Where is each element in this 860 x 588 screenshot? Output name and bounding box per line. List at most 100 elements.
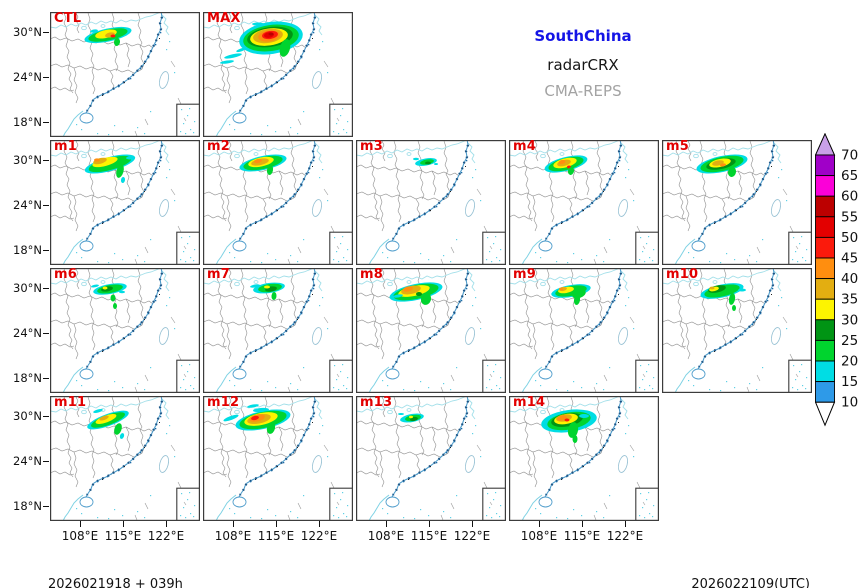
lat-label: 18°N xyxy=(13,243,42,257)
lon-label: 115°E xyxy=(410,529,448,543)
panel-label: m4 xyxy=(513,139,536,154)
colorbar-cell xyxy=(815,154,835,177)
colorbar-cell xyxy=(815,339,835,362)
panel-label: CTL xyxy=(54,11,82,26)
radar-echo xyxy=(271,292,277,300)
lat-tick xyxy=(43,32,49,34)
panel-m9: m9 xyxy=(509,267,659,393)
radar-echo xyxy=(220,60,234,64)
panel-label: m8 xyxy=(360,267,383,282)
lat-tick xyxy=(43,416,49,418)
radar-echo xyxy=(728,293,736,305)
map-canvas xyxy=(50,396,200,521)
lon-tick xyxy=(539,521,541,527)
radar-echo xyxy=(416,292,422,296)
colorbar-tick-label: 40 xyxy=(841,271,858,287)
panel-label: m1 xyxy=(54,139,77,154)
lat-label: 18°N xyxy=(13,499,42,513)
radar-echo xyxy=(116,164,124,178)
colorbar-under-arrow xyxy=(814,401,836,427)
map-canvas xyxy=(50,12,200,137)
radar-echo xyxy=(557,415,567,421)
colorbar-tick-label: 10 xyxy=(841,395,858,411)
colorbar-tick-label: 50 xyxy=(841,230,858,246)
panel-label: MAX xyxy=(207,11,241,26)
map-canvas xyxy=(662,268,812,393)
lat-tick xyxy=(43,77,49,79)
lon-label: 122°E xyxy=(453,529,491,543)
colorbar-tick-label: 15 xyxy=(841,374,858,390)
lat-label: 24°N xyxy=(13,326,42,340)
colorbar-cell xyxy=(815,236,835,259)
radar-echo xyxy=(732,305,736,311)
colorbar-tick-label: 25 xyxy=(841,333,858,349)
lat-label: 30°N xyxy=(13,281,42,295)
lon-label: 108°E xyxy=(520,529,558,543)
radar-echo xyxy=(425,161,431,165)
radar-echo xyxy=(94,158,100,162)
colorbar-cell xyxy=(815,298,835,321)
map-canvas xyxy=(509,268,659,393)
panel-label: m5 xyxy=(666,139,689,154)
lon-tick xyxy=(80,521,82,527)
colorbar-cell xyxy=(815,381,835,403)
map-canvas xyxy=(50,268,200,393)
radar-echo xyxy=(113,38,121,46)
lon-tick xyxy=(233,521,235,527)
lat-tick xyxy=(43,205,49,207)
colorbar-cell xyxy=(815,360,835,383)
panel-m13: m13 xyxy=(356,395,506,521)
lat-tick xyxy=(43,288,49,290)
panel-ctl: CTL xyxy=(50,11,200,137)
lat-label: 18°N xyxy=(13,115,42,129)
panel-m8: m8 xyxy=(356,267,506,393)
radar-echo xyxy=(119,433,125,439)
radar-echo xyxy=(251,415,259,421)
lon-tick xyxy=(319,521,321,527)
lon-tick xyxy=(166,521,168,527)
panel-m7: m7 xyxy=(203,267,353,393)
lon-tick xyxy=(386,521,388,527)
lat-tick xyxy=(43,461,49,463)
radar-echo xyxy=(567,422,579,438)
radar-echo xyxy=(572,435,578,443)
panel-m10: m10 xyxy=(662,267,812,393)
panel-label: m2 xyxy=(207,139,230,154)
valid-time-utc: 2026022109(UTC) xyxy=(691,577,810,588)
map-canvas xyxy=(356,140,506,265)
radar-echo xyxy=(709,286,715,290)
lon-tick xyxy=(582,521,584,527)
lon-label: 108°E xyxy=(61,529,99,543)
map-canvas xyxy=(203,268,353,393)
panel-label: m3 xyxy=(360,139,383,154)
radar-echo xyxy=(224,53,242,59)
colorbar-tick-label: 35 xyxy=(841,292,858,308)
lat-label: 24°N xyxy=(13,198,42,212)
radar-echo xyxy=(90,29,98,33)
panel-m12: m12 xyxy=(203,395,353,521)
colorbar-cell xyxy=(815,175,835,197)
radar-echo xyxy=(573,295,581,305)
radar-echo xyxy=(567,167,575,175)
panel-label: m13 xyxy=(360,395,393,410)
radar-echo xyxy=(110,294,116,302)
map-canvas xyxy=(50,140,200,265)
panel-m1: m1 xyxy=(50,139,200,265)
radar-echo xyxy=(409,415,413,419)
radar-echo xyxy=(266,165,274,175)
valid-times: 2026022109(UTC) 2026022117(CST) xyxy=(691,544,810,588)
panel-m5: m5 xyxy=(662,139,812,265)
panel-label: m12 xyxy=(207,395,240,410)
lat-tick xyxy=(43,160,49,162)
lon-label: 115°E xyxy=(563,529,601,543)
panel-m3: m3 xyxy=(356,139,506,265)
map-canvas xyxy=(203,12,353,137)
map-canvas xyxy=(356,396,506,521)
radar-echo xyxy=(720,163,726,167)
radar-echo xyxy=(110,34,116,38)
lat-tick xyxy=(43,333,49,335)
radar-echo xyxy=(102,286,108,290)
radar-echo xyxy=(268,32,274,36)
radar-echo xyxy=(120,177,126,183)
